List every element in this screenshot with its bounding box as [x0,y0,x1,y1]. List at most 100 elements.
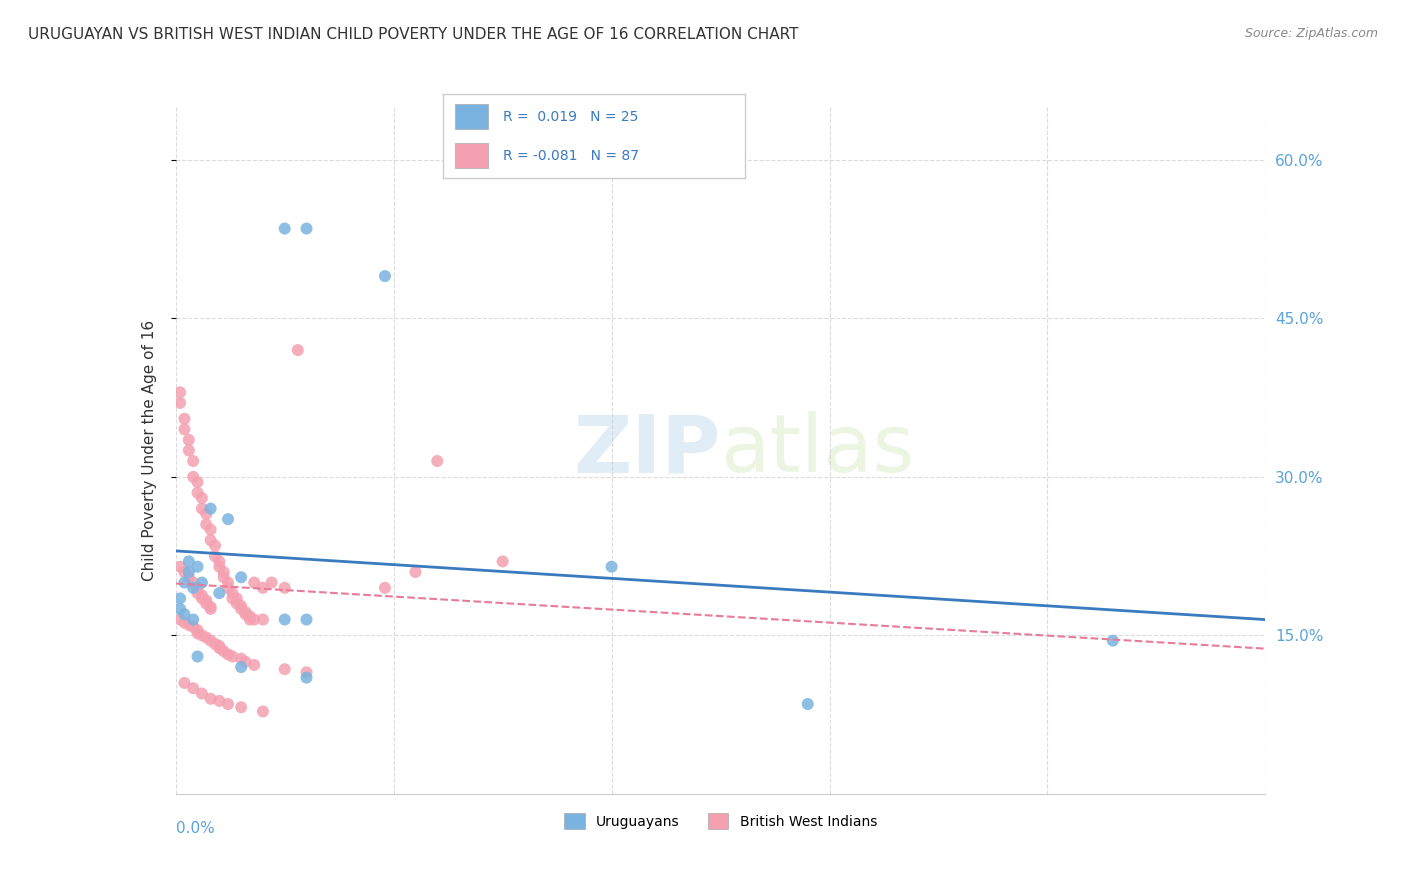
Point [195,507,218,521]
Point [239,613,262,627]
Point [208,641,231,656]
Point [243,613,266,627]
Point [173,565,195,579]
Point [221,649,243,664]
Point [252,581,274,595]
Point [235,605,257,619]
Point [252,705,274,719]
Text: R = -0.081   N = 87: R = -0.081 N = 87 [503,149,640,162]
Point [492,554,515,568]
Point [200,523,222,537]
Point [208,639,231,653]
Point [235,607,257,622]
Point [173,615,195,630]
Point [186,559,209,574]
FancyBboxPatch shape [456,143,488,169]
Point [177,617,200,632]
Point [200,691,222,706]
Point [177,570,200,584]
Y-axis label: Child Poverty Under the Age of 16: Child Poverty Under the Age of 16 [142,320,157,581]
Point [186,485,209,500]
Point [274,581,297,595]
Point [186,649,209,664]
Point [1102,633,1125,648]
FancyBboxPatch shape [456,103,488,129]
Point [177,443,200,458]
Point [177,565,200,579]
Text: R =  0.019   N = 25: R = 0.019 N = 25 [503,110,638,123]
Point [212,570,235,584]
Point [169,591,191,606]
Point [217,648,239,662]
Point [204,539,226,553]
Point [274,662,297,676]
Point [181,613,204,627]
Point [405,565,427,579]
Point [287,343,309,357]
Legend: Uruguayans, British West Indians: Uruguayans, British West Indians [558,807,883,835]
Point [195,631,218,645]
Point [274,613,297,627]
Point [295,221,318,235]
Point [191,588,214,602]
Text: ZIP: ZIP [574,411,721,490]
Point [217,697,239,711]
Point [169,602,191,616]
Point [200,633,222,648]
Point [231,660,253,674]
Point [231,570,253,584]
Point [173,607,195,622]
Point [217,575,239,590]
Point [191,686,214,700]
Point [204,549,226,563]
Point [181,620,204,634]
Point [274,221,297,235]
Point [231,700,253,714]
Point [217,512,239,526]
Point [181,581,204,595]
Point [169,396,191,410]
Point [374,269,396,284]
Point [600,559,623,574]
Point [181,575,204,590]
Point [208,554,231,568]
Point [195,593,218,607]
Point [208,586,231,600]
Point [239,609,262,624]
Point [204,637,226,651]
Point [200,599,222,614]
Point [260,575,283,590]
Point [177,554,200,568]
Point [186,626,209,640]
Point [173,411,195,425]
Point [186,581,209,595]
Point [191,591,214,606]
Point [200,533,222,548]
Point [225,597,247,611]
Point [191,491,214,505]
Point [231,602,253,616]
Text: Source: ZipAtlas.com: Source: ZipAtlas.com [1244,27,1378,40]
Point [177,433,200,447]
Point [212,644,235,658]
Point [252,613,274,627]
Point [243,575,266,590]
Point [173,676,195,690]
Point [243,657,266,672]
Point [169,559,191,574]
Point [221,586,243,600]
Point [186,623,209,637]
Point [212,565,235,579]
Point [191,575,214,590]
Text: 0.0%: 0.0% [176,822,215,837]
Point [169,385,191,400]
Point [225,591,247,606]
Point [186,475,209,490]
Point [191,628,214,642]
Point [200,602,222,616]
Point [186,586,209,600]
Point [374,581,396,595]
Point [231,599,253,613]
Point [208,694,231,708]
Point [221,591,243,606]
